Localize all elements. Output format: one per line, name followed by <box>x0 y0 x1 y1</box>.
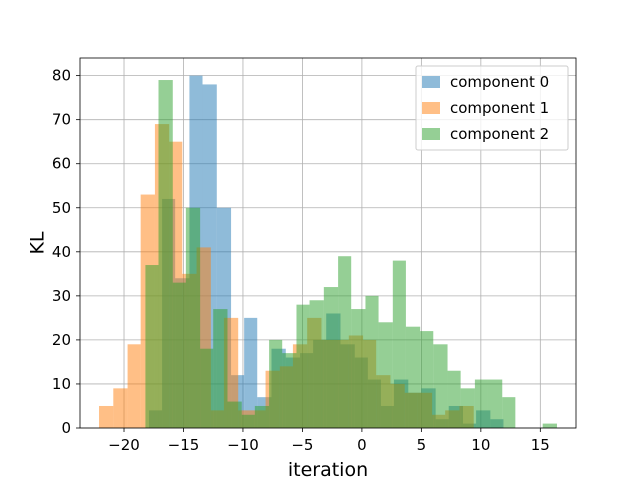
histogram-bar <box>405 326 421 428</box>
histogram-bar <box>269 339 283 428</box>
histogram-bar <box>351 309 366 428</box>
y-tick-label: 30 <box>52 287 71 305</box>
histogram-bar <box>145 265 159 428</box>
y-tick-label: 10 <box>52 375 71 393</box>
x-tick-label: −10 <box>227 436 259 454</box>
histogram-bar <box>113 388 128 428</box>
histogram-bar <box>365 295 379 428</box>
histogram-bar <box>200 348 214 428</box>
x-axis-ticks: −20 −15 −10 −5 0 5 10 15 <box>108 428 550 454</box>
y-tick-label: 0 <box>61 419 71 437</box>
y-tick-label: 70 <box>52 111 71 129</box>
histogram-bar <box>254 405 270 428</box>
legend: component 0 component 1 component 2 <box>415 65 569 151</box>
legend-swatch <box>422 128 440 140</box>
x-tick-label: 10 <box>471 436 490 454</box>
histogram-bar <box>185 207 201 428</box>
x-tick-label: −5 <box>291 436 313 454</box>
y-tick-label: 80 <box>52 67 71 85</box>
legend-label: component 0 <box>450 73 549 91</box>
plot-frame <box>79 57 577 429</box>
histogram-bar <box>282 353 297 428</box>
y-tick-label: 20 <box>52 331 71 349</box>
histogram-bar <box>447 370 461 428</box>
histogram-bar <box>241 414 255 428</box>
histogram-bar <box>487 379 503 428</box>
histogram-bar <box>99 405 114 428</box>
y-tick-label: 60 <box>52 155 71 173</box>
legend-swatch <box>422 102 440 114</box>
series-2 <box>145 80 557 429</box>
histogram-bar <box>158 80 173 429</box>
y-tick-label: 50 <box>52 199 71 217</box>
histogram-bar <box>420 331 434 428</box>
histogram-bar <box>392 260 406 428</box>
y-axis-ticks: 0 10 20 30 40 50 60 70 80 <box>52 67 80 437</box>
legend-label: component 1 <box>450 99 549 117</box>
x-tick-label: 0 <box>357 436 367 454</box>
histogram-bar <box>502 397 516 428</box>
histogram-bars <box>99 75 557 429</box>
histogram-bar <box>309 300 324 428</box>
y-tick-label: 40 <box>52 243 71 261</box>
x-axis-label: iteration <box>288 459 368 480</box>
x-tick-label: −15 <box>168 436 200 454</box>
x-tick-label: 15 <box>531 436 550 454</box>
histogram-bar <box>296 304 310 428</box>
histogram-bar <box>338 256 352 428</box>
histogram-bar <box>127 344 141 428</box>
histogram-bar <box>323 287 339 428</box>
histogram-bar <box>172 282 186 428</box>
histogram-bar <box>460 388 475 428</box>
histogram-bar <box>244 317 258 428</box>
histogram-bar <box>433 344 448 428</box>
histogram-bar <box>227 401 242 428</box>
legend-label: component 2 <box>450 125 549 143</box>
histogram-bar <box>474 379 488 428</box>
histogram-bar <box>542 423 557 428</box>
y-axis-label: KL <box>27 231 49 254</box>
x-tick-label: −20 <box>108 436 140 454</box>
x-tick-label: 5 <box>417 436 427 454</box>
legend-box <box>415 65 569 151</box>
histogram-bar <box>213 309 228 428</box>
histogram-bar <box>378 322 393 428</box>
legend-swatch <box>422 76 440 88</box>
